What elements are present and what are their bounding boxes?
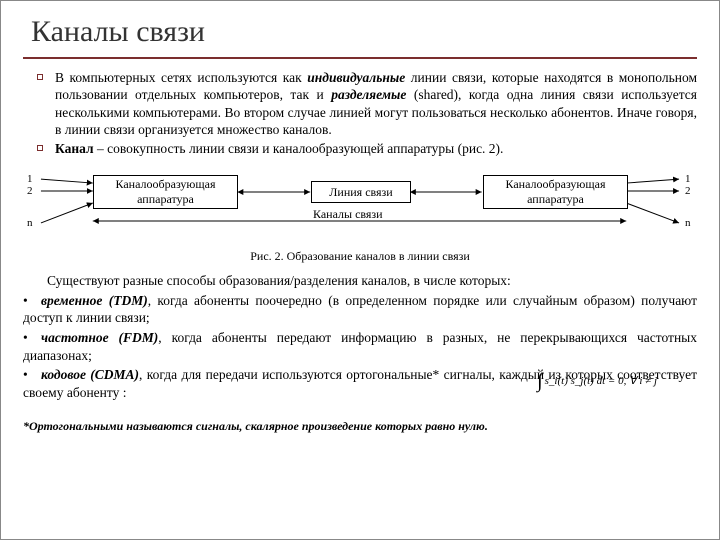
bullet-text: В компьютерных сетях используются как ин… — [55, 69, 697, 138]
para-intro: Существуют разные способы образования/ра… — [23, 272, 697, 290]
footnote: *Ортогональными называются сигналы, скал… — [23, 419, 697, 434]
bullet-icon — [37, 145, 43, 151]
para-tdm: •временное (TDM), когда абоненты поочере… — [23, 292, 697, 327]
para-fdm: •частотное (FDM), когда абоненты передаю… — [23, 329, 697, 364]
diagram-num: 1 — [27, 173, 33, 185]
diagram-lower-label: Каналы связи — [313, 207, 383, 222]
text-run: В компьютерных сетях используются как — [55, 70, 307, 85]
bullet-item: В компьютерных сетях используются как ин… — [37, 69, 697, 138]
text-italic: разделяемые — [331, 87, 406, 102]
bullet-icon — [37, 74, 43, 80]
diagram-num: 2 — [27, 185, 33, 197]
text-italic: кодовое (CDMA) — [41, 367, 139, 382]
bullet-item: Канал – совокупность линии связи и канал… — [37, 140, 697, 157]
formula: ∫ s_i(t) s_j(t) dt = 0, ∀ i ≠ j — [537, 368, 657, 394]
diagram-num: 2 — [685, 185, 691, 197]
figure-caption: Рис. 2. Образование каналов в линии связ… — [23, 249, 697, 264]
diagram-num: n — [27, 217, 33, 229]
formula-body: s_i(t) s_j(t) dt = 0, ∀ i ≠ j — [545, 374, 657, 388]
body-text: Существуют разные способы образования/ра… — [23, 272, 697, 401]
diagram-box-left: Каналообразующая аппаратура — [93, 175, 238, 209]
text-bold: Канал — [55, 141, 94, 156]
diagram-num: 1 — [685, 173, 691, 185]
diagram-box-mid: Линия связи — [311, 181, 411, 203]
text-run: – совокупность линии связи и каналообраз… — [94, 141, 504, 156]
text-italic: индивидуальные — [307, 70, 405, 85]
text-italic: временное (TDM) — [41, 293, 148, 308]
title-underline — [23, 57, 697, 59]
diagram-num: n — [685, 217, 691, 229]
bullet-text: Канал – совокупность линии связи и канал… — [55, 140, 697, 157]
integral-icon: ∫ — [537, 368, 542, 394]
page-title: Каналы связи — [31, 15, 697, 49]
text-italic: частотное (FDM) — [41, 330, 158, 345]
bullet-list: В компьютерных сетях используются как ин… — [23, 69, 697, 157]
diagram-box-right: Каналообразующая аппаратура — [483, 175, 628, 209]
diagram: 1 2 n 1 2 n Каналообразующая аппаратура … — [23, 165, 697, 243]
